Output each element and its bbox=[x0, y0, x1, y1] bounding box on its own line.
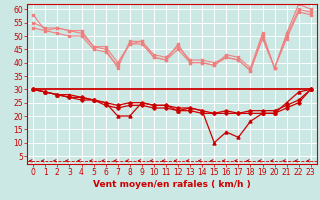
X-axis label: Vent moyen/en rafales ( km/h ): Vent moyen/en rafales ( km/h ) bbox=[93, 180, 251, 189]
